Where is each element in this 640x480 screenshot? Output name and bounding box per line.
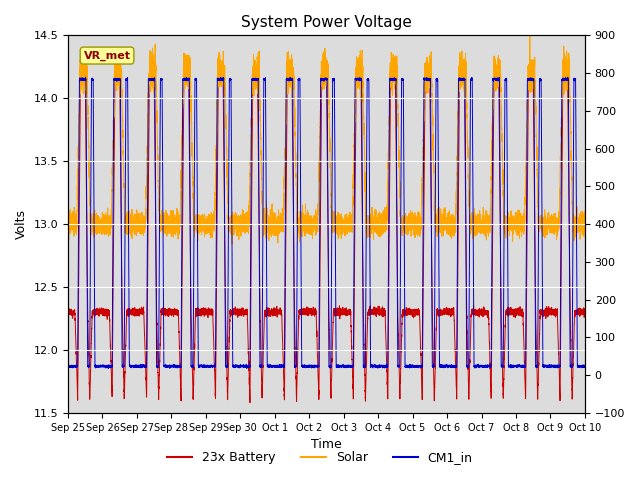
CM1_in (105, 366, 113, 372)
CM1_in (442, 364, 450, 370)
Y-axis label: Volts: Volts (15, 209, 28, 239)
23x Battery (559, 78, 567, 84)
23x Battery (581, 310, 589, 315)
Legend: 23x Battery, Solar, CM1_in: 23x Battery, Solar, CM1_in (163, 446, 477, 469)
Solar (526, 33, 534, 38)
CM1_in (240, 363, 248, 369)
CM1_in (457, 76, 465, 82)
Title: System Power Voltage: System Power Voltage (241, 15, 412, 30)
Line: 23x Battery: 23x Battery (68, 74, 585, 403)
23x Battery (553, 311, 561, 316)
23x Battery (287, 71, 294, 77)
X-axis label: Time: Time (311, 438, 342, 451)
23x Battery (240, 309, 248, 314)
Solar (553, 225, 561, 231)
23x Battery (246, 400, 254, 406)
CM1_in (553, 364, 561, 370)
Solar (240, 215, 248, 221)
CM1_in (82, 74, 90, 80)
Solar (581, 216, 589, 222)
Solar (442, 220, 450, 226)
Solar (456, 62, 464, 68)
CM1_in (64, 363, 72, 369)
Solar (228, 241, 236, 247)
Solar (559, 78, 567, 84)
Line: CM1_in: CM1_in (68, 77, 585, 369)
23x Battery (64, 312, 72, 317)
CM1_in (559, 77, 567, 83)
CM1_in (581, 365, 589, 371)
23x Battery (442, 310, 450, 315)
Solar (309, 225, 317, 230)
23x Battery (457, 77, 465, 83)
23x Battery (309, 311, 317, 317)
CM1_in (309, 362, 317, 368)
Text: VR_met: VR_met (84, 50, 131, 60)
Solar (64, 216, 72, 221)
Line: Solar: Solar (68, 36, 585, 244)
